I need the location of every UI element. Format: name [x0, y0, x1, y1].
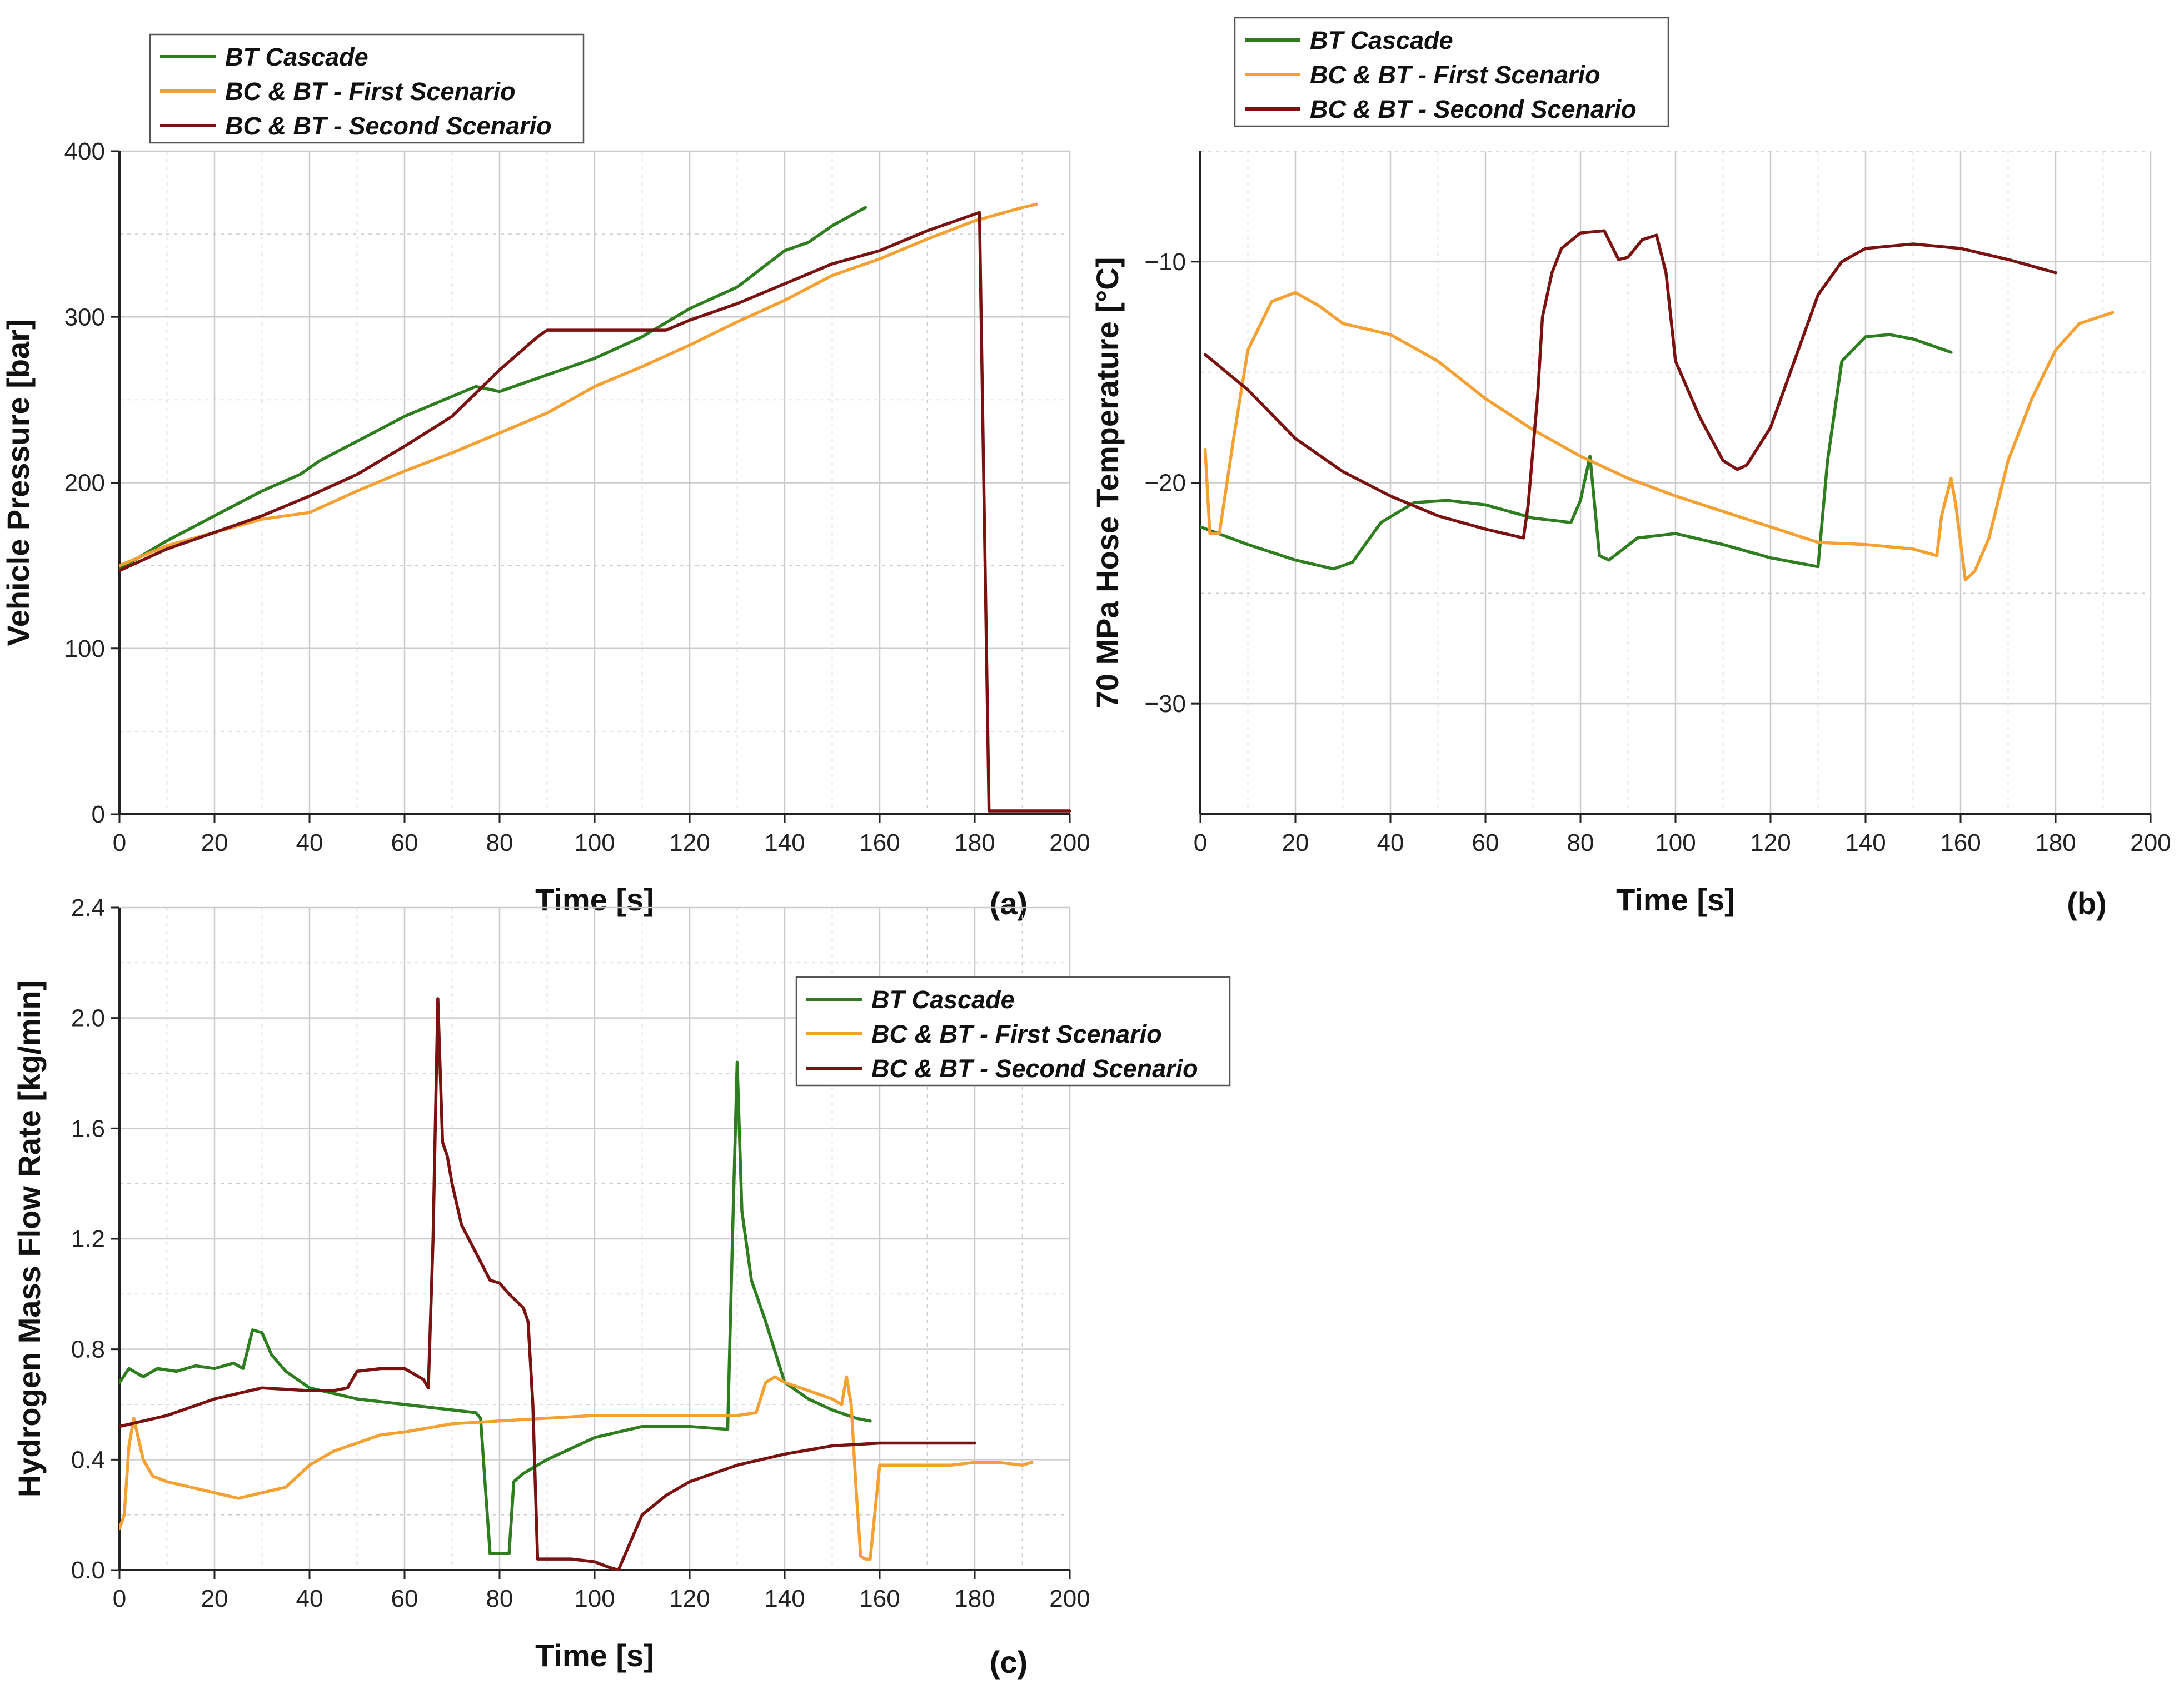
x-tick-label: 200 — [1049, 829, 1090, 856]
y-tick-label: 0.4 — [71, 1446, 105, 1473]
y-tick-label: 200 — [64, 470, 105, 497]
x-tick-label: 80 — [486, 1585, 513, 1612]
x-tick-label: 20 — [201, 829, 228, 856]
series-line-second-scenario — [1203, 229, 2057, 540]
x-tick-label: 140 — [764, 829, 805, 856]
chart-a: 0 20 40 60 80 100 120 140 160 180 200 0 100 200 300 400… — [1, 33, 1090, 921]
chart-c-series — [119, 997, 1034, 1571]
series-line-bt-cascade — [1200, 333, 1953, 571]
x-tick-label: 60 — [1472, 829, 1499, 856]
y-tick-label: 2.0 — [71, 1005, 105, 1032]
x-tick-label: 140 — [1845, 829, 1886, 856]
legend-entry: BC & BT - Second Scenario — [1310, 95, 1637, 123]
y-tick-label: 0 — [92, 801, 105, 828]
x-tick-label: 120 — [669, 1585, 710, 1612]
chart-c: 0 20 40 60 80 100 120 140 160 180 200 0.0 0.4 0.8 1.2 1… — [12, 894, 1231, 1680]
x-tick-label: 160 — [859, 1585, 900, 1612]
x-tick-label: 40 — [296, 1585, 323, 1612]
x-tick-label: 20 — [1282, 829, 1309, 856]
legend-box — [1234, 17, 1669, 127]
series-line-second-scenario — [119, 211, 1071, 813]
y-tick-label: 300 — [64, 303, 105, 331]
chart-a-ylabel: Vehicle Pressure [bar] — [1, 319, 36, 646]
series-line-first-scenario — [119, 202, 1038, 567]
legend-entry: BC & BT - Second Scenario — [871, 1054, 1198, 1083]
chart-c-legend: BT Cascade BC & BT - First Scenario BC & B… — [795, 976, 1231, 1087]
legend-entry: BT Cascade — [871, 985, 1015, 1014]
legend-entry: BC & BT - First Scenario — [225, 77, 516, 106]
chart-c-ylabel: Hydrogen Mass Flow Rate [kg/min] — [12, 980, 47, 1497]
y-tick-label: 0.0 — [71, 1557, 105, 1584]
legend-box — [795, 976, 1231, 1087]
chart-c-xlabel: Time [s] — [535, 1638, 654, 1673]
x-tick-label: 60 — [391, 1585, 418, 1612]
legend-entry: BC & BT - Second Scenario — [225, 112, 552, 140]
chart-b-panel-label: (b) — [2067, 886, 2107, 921]
chart-a-panel-label: (a) — [990, 886, 1028, 921]
y-tick-label: 400 — [64, 138, 105, 165]
x-tick-label: 40 — [296, 829, 323, 856]
x-tick-label: 20 — [201, 1585, 228, 1612]
chart-b-grid — [1199, 151, 2152, 815]
x-tick-label: 180 — [2035, 829, 2076, 856]
series-line-first-scenario — [119, 1375, 1034, 1561]
chart-b: 0 20 40 60 80 100 120 140 160 180 200 −30 −20 −10 Time… — [1090, 17, 2171, 921]
x-tick-label: 200 — [1049, 1585, 1090, 1612]
chart-c-panel-label: (c) — [990, 1645, 1028, 1680]
x-tick-label: 80 — [486, 829, 513, 856]
y-tick-label: −30 — [1144, 690, 1186, 718]
x-tick-label: 100 — [574, 1585, 615, 1612]
series-line-first-scenario — [1203, 291, 2115, 582]
x-tick-label: 200 — [2130, 829, 2171, 856]
y-tick-label: 100 — [64, 635, 105, 662]
y-tick-label: 0.8 — [71, 1336, 105, 1363]
x-tick-label: 80 — [1567, 829, 1594, 856]
x-tick-label: 60 — [391, 829, 418, 856]
y-tick-label: −20 — [1144, 470, 1186, 497]
legend-entry: BC & BT - First Scenario — [1310, 61, 1600, 89]
y-tick-label: 1.6 — [71, 1115, 105, 1142]
x-tick-label: 140 — [764, 1585, 805, 1612]
x-tick-label: 100 — [1655, 829, 1696, 856]
legend-entry: BT Cascade — [1310, 26, 1453, 54]
series-line-bt-cascade — [119, 1060, 872, 1555]
x-tick-label: 160 — [1940, 829, 1981, 856]
chart-b-legend: BT Cascade BC & BT - First Scenario BC & B… — [1234, 17, 1669, 127]
x-tick-label: 40 — [1377, 829, 1404, 856]
x-tick-label: 120 — [1750, 829, 1791, 856]
series-line-second-scenario — [119, 997, 976, 1571]
x-tick-label: 120 — [669, 829, 710, 856]
legend-entry: BC & BT - First Scenario — [871, 1020, 1162, 1048]
legend-box — [149, 33, 585, 144]
chart-a-grid — [118, 150, 1071, 815]
x-tick-label: 0 — [113, 829, 126, 856]
x-tick-label: 180 — [954, 1585, 995, 1612]
x-tick-label: 0 — [113, 1585, 126, 1612]
chart-a-legend: BT Cascade BC & BT - First Scenario BC & B… — [149, 33, 585, 144]
y-tick-label: −10 — [1144, 248, 1186, 276]
chart-a-series — [119, 202, 1071, 813]
y-tick-label: 1.2 — [71, 1225, 105, 1253]
legend-entry: BT Cascade — [225, 43, 368, 71]
series-line-bt-cascade — [119, 206, 867, 571]
x-tick-label: 160 — [859, 829, 900, 856]
x-tick-label: 100 — [574, 829, 615, 856]
chart-b-series — [1200, 229, 2115, 582]
x-tick-label: 180 — [954, 829, 995, 856]
chart-b-xlabel: Time [s] — [1616, 882, 1735, 917]
x-tick-label: 0 — [1194, 829, 1207, 856]
y-tick-label: 2.4 — [71, 894, 105, 921]
chart-b-ylabel: 70 MPa Hose Temperature [°C] — [1090, 257, 1125, 709]
